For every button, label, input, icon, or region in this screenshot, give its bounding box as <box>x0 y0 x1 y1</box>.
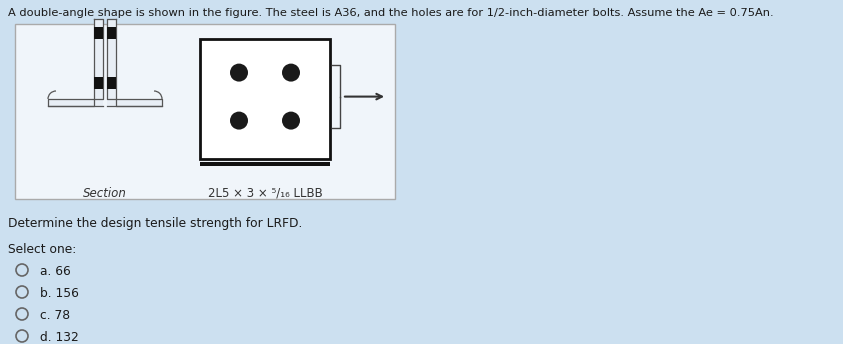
Bar <box>107 19 116 106</box>
Text: A double-angle shape is shown in the figure. The steel is A36, and the holes are: A double-angle shape is shown in the fig… <box>8 8 774 18</box>
Text: d. 132: d. 132 <box>40 331 78 344</box>
Bar <box>107 27 116 39</box>
Text: Select one:: Select one: <box>8 243 76 256</box>
Text: 2L5 × 3 × ⁵/₁₆ LLBB: 2L5 × 3 × ⁵/₁₆ LLBB <box>207 187 322 200</box>
Circle shape <box>230 111 248 130</box>
Text: c. 78: c. 78 <box>40 309 70 322</box>
Text: a. 66: a. 66 <box>40 265 71 278</box>
Text: Determine the design tensile strength for LRFD.: Determine the design tensile strength fo… <box>8 217 303 230</box>
Bar <box>48 99 103 106</box>
Bar <box>107 77 116 89</box>
Bar <box>200 162 330 166</box>
Bar <box>15 24 395 199</box>
Bar <box>94 27 103 39</box>
Circle shape <box>282 111 300 130</box>
Text: Section: Section <box>83 187 127 200</box>
Bar <box>107 99 162 106</box>
Bar <box>94 19 103 106</box>
Text: b. 156: b. 156 <box>40 287 79 300</box>
Circle shape <box>230 64 248 82</box>
Circle shape <box>282 64 300 82</box>
Bar <box>200 39 330 159</box>
Bar <box>94 77 103 89</box>
